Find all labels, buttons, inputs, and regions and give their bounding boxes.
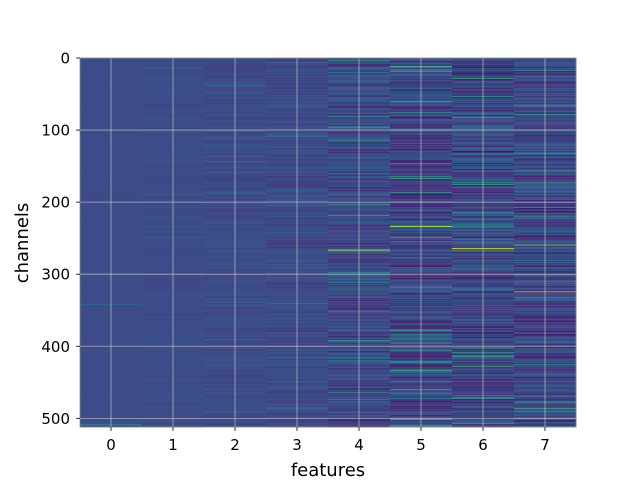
y-tick-label: 100 — [41, 122, 70, 140]
x-axis-label: features — [291, 460, 365, 480]
x-axis-ticks: 0 1 2 3 4 5 6 7 — [106, 427, 550, 454]
grid-lines — [80, 57, 576, 427]
heatmap-cells — [80, 58, 577, 428]
x-tick-label: 3 — [292, 436, 302, 454]
x-tick-label: 2 — [230, 436, 240, 454]
y-tick-label: 200 — [41, 194, 70, 212]
y-axis-label: channels — [12, 203, 33, 284]
y-tick-label: 300 — [41, 266, 70, 284]
x-tick-label: 0 — [106, 436, 116, 454]
x-tick-label: 5 — [416, 436, 426, 454]
y-tick-label: 500 — [41, 410, 70, 428]
plot-frame — [79, 57, 577, 428]
x-tick-label: 6 — [478, 436, 488, 454]
y-axis-ticks: 0 100 200 300 400 500 — [41, 50, 80, 428]
x-tick-label: 1 — [168, 436, 178, 454]
y-tick-label: 0 — [60, 50, 70, 68]
x-tick-label: 4 — [354, 436, 364, 454]
y-tick-label: 400 — [41, 338, 70, 356]
x-tick-label: 7 — [540, 436, 550, 454]
